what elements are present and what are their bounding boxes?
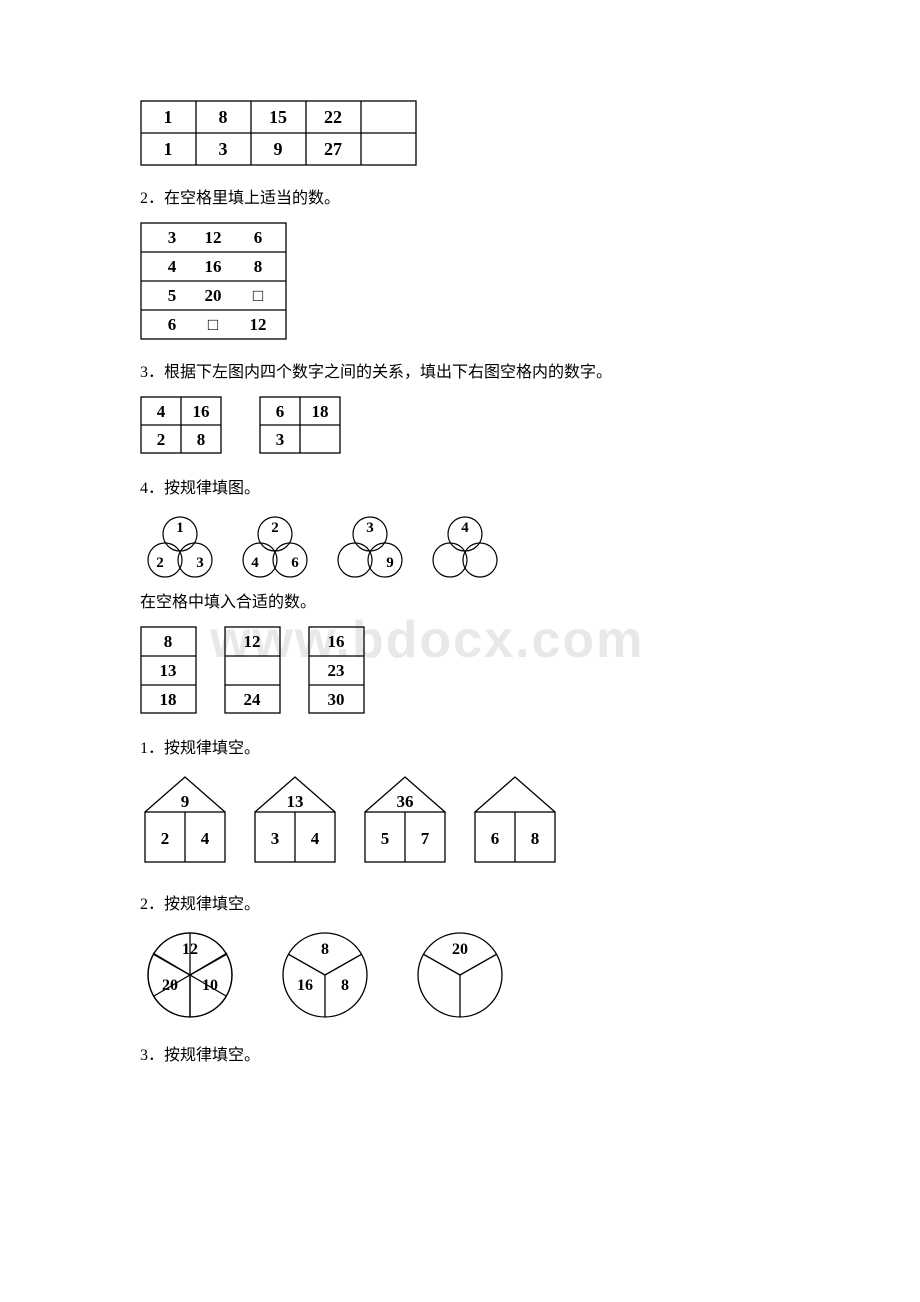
cell: 8 (254, 257, 263, 276)
pie-top: 20 (452, 941, 468, 958)
pie-right: 10 (202, 977, 218, 994)
cell: 5 (168, 286, 177, 305)
cell: 8 (219, 107, 228, 127)
house-left: 3 (271, 829, 280, 848)
pie-left: 16 (297, 977, 313, 994)
cell: 18 (160, 690, 177, 709)
house-left: 6 (491, 829, 500, 848)
cell: 8 (197, 430, 206, 449)
house-1: 9 2 4 (145, 777, 225, 862)
cell: 3 (168, 228, 177, 247)
house-right: 4 (201, 829, 210, 848)
circle-group-3: 3 9 (338, 517, 402, 577)
fill-text: 在空格中填入合适的数。 (140, 588, 780, 612)
cell: 1 (164, 139, 173, 159)
cell: 9 (274, 139, 283, 159)
house-left: 2 (161, 829, 170, 848)
house-top: 9 (181, 792, 190, 811)
pie-1: 12 20 10 (148, 933, 232, 1017)
cell: 27 (324, 139, 342, 159)
cell: 12 (205, 228, 222, 247)
pie-top: 8 (321, 941, 329, 958)
circle-val: 3 (366, 520, 374, 536)
circle-group-2: 2 4 6 (243, 517, 307, 577)
house-right: 7 (421, 829, 430, 848)
question-1-text: 1．按规律填空。 (140, 734, 780, 758)
cell: 1 (164, 107, 173, 127)
cell: 22 (324, 107, 342, 127)
cell: 16 (328, 632, 345, 651)
circle-val: 2 (156, 555, 164, 571)
pie-top: 12 (182, 941, 198, 958)
cell: 6 (276, 402, 285, 421)
circle-group-4: 4 (433, 517, 497, 577)
cell: 3 (276, 430, 285, 449)
problem-4-circles: 1 2 3 2 4 6 (140, 512, 540, 582)
question-2-pies-correct: 12 20 10 8 16 8 (140, 928, 560, 1023)
house-3: 36 5 7 (365, 777, 445, 862)
circle-val: 4 (461, 520, 469, 536)
circle-group-1: 1 2 3 (148, 517, 212, 577)
cell: 2 (157, 430, 166, 449)
problem-3-tables: 4 16 2 8 6 18 3 (140, 396, 370, 456)
house-top: 36 (397, 792, 414, 811)
cell: 20 (205, 286, 222, 305)
problem-2-text: 2．在空格里填上适当的数。 (140, 184, 780, 208)
circle-val: 2 (271, 520, 279, 536)
cell: □ (208, 315, 218, 334)
problem-3-text: 3．根据下左图内四个数字之间的关系，填出下右图空格内的数字。 (140, 358, 780, 382)
cell: 4 (157, 402, 166, 421)
top-table: 1 8 15 22 1 3 9 27 (140, 100, 420, 166)
cell: 3 (219, 139, 228, 159)
question-3-text: 3．按规律填空。 (140, 1041, 780, 1065)
three-column-table: 8 13 18 12 24 16 23 30 (140, 626, 380, 716)
problem-2-table: 3 12 6 4 16 8 5 20 □ 6 □ 12 (140, 222, 290, 340)
house-right: 8 (531, 829, 540, 848)
cell: 18 (312, 402, 329, 421)
house-4: 6 8 (475, 777, 555, 862)
cell: 6 (254, 228, 263, 247)
cell: □ (253, 286, 263, 305)
cell: 23 (328, 661, 345, 680)
cell: 8 (164, 632, 173, 651)
cell: 12 (250, 315, 267, 334)
circle-val: 4 (251, 555, 259, 571)
circle-val: 9 (386, 555, 394, 571)
cell: 30 (328, 690, 345, 709)
cell: 16 (193, 402, 210, 421)
house-2: 13 3 4 (255, 777, 335, 862)
question-2-text: 2．按规律填空。 (140, 890, 780, 914)
house-top: 13 (287, 792, 304, 811)
circle-val: 1 (176, 520, 184, 536)
cell: 16 (205, 257, 222, 276)
pie-2: 8 16 8 (283, 933, 367, 1017)
cell: 12 (244, 632, 261, 651)
cell: 15 (269, 107, 287, 127)
cell: 24 (244, 690, 262, 709)
pie-left: 20 (162, 977, 178, 994)
problem-4-text: 4．按规律填图。 (140, 474, 780, 498)
house-right: 4 (311, 829, 320, 848)
question-1-houses: 9 2 4 13 3 4 (140, 772, 570, 872)
cell: 13 (160, 661, 177, 680)
cell: 4 (168, 257, 177, 276)
pie-3: 20 (418, 933, 502, 1017)
circle-val: 6 (291, 555, 299, 571)
house-left: 5 (381, 829, 390, 848)
circle-val: 3 (196, 555, 204, 571)
pie-right: 8 (341, 977, 349, 994)
cell: 6 (168, 315, 177, 334)
